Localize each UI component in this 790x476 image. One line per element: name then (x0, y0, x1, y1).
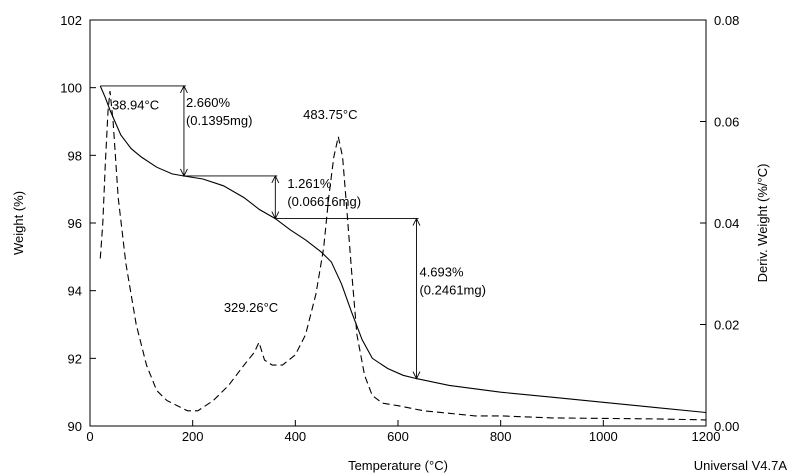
x-tick-label: 600 (387, 429, 409, 444)
y-left-axis-label: Weight (%) (11, 191, 26, 255)
y-left-tick-label: 96 (68, 216, 82, 231)
y-right-tick-label: 0.08 (714, 13, 739, 28)
x-ticks: 0 200 400 600 800 1000 1200 (86, 420, 720, 444)
x-tick-label: 1200 (692, 429, 721, 444)
x-tick-label: 0 (86, 429, 93, 444)
y-right-ticks: 0.00 0.02 0.04 0.06 0.08 (700, 13, 739, 434)
step3-arrow-up (412, 217, 421, 226)
software-version-label: Universal V4.7A (694, 458, 788, 473)
y-left-tick-label: 92 (68, 351, 82, 366)
plot-frame (89, 19, 707, 427)
y-right-tick-label: 0.06 (714, 115, 739, 130)
step1-percent-label: 2.660% (186, 95, 231, 110)
y-left-tick-label: 100 (60, 81, 82, 96)
step2-percent-label: 1.261% (287, 176, 332, 191)
x-tick-label: 800 (490, 429, 512, 444)
weight-curve (99, 85, 707, 414)
step1-arrow-up (180, 84, 188, 94)
y-right-axis-label: Deriv. Weight (%/°C) (755, 164, 770, 283)
step3-percent-label: 4.693% (419, 265, 464, 280)
y-left-tick-label: 98 (68, 148, 82, 163)
y-right-tick-label: 0.02 (714, 318, 739, 333)
x-tick-label: 400 (284, 429, 306, 444)
peak-483-label: 483.75°C (303, 107, 357, 122)
y-left-tick-label: 102 (60, 13, 82, 28)
x-axis-label: Temperature (°C) (348, 458, 448, 473)
step1-mass-label: (0.1395mg) (186, 113, 252, 128)
y-right-tick-label: 0.04 (714, 216, 739, 231)
y-right-tick-label: 0.00 (714, 419, 739, 434)
y-left-ticks: 90 92 94 96 98 100 102 (60, 13, 96, 434)
deriv-weight-curve (99, 90, 707, 421)
step-guides (100, 84, 421, 380)
onset-temp-label: 38.94°C (112, 98, 159, 113)
x-tick-label: 1000 (589, 429, 618, 444)
y-left-tick-label: 90 (68, 419, 82, 434)
step3-arrow-down (412, 371, 421, 380)
peak-329-label: 329.26°C (224, 300, 278, 315)
y-left-tick-label: 94 (68, 284, 82, 299)
step3-mass-label: (0.2461mg) (419, 283, 485, 298)
step2-mass-label: (0.06616mg) (287, 194, 361, 209)
step2-arrow-up (271, 174, 280, 184)
x-tick-label: 200 (182, 429, 204, 444)
